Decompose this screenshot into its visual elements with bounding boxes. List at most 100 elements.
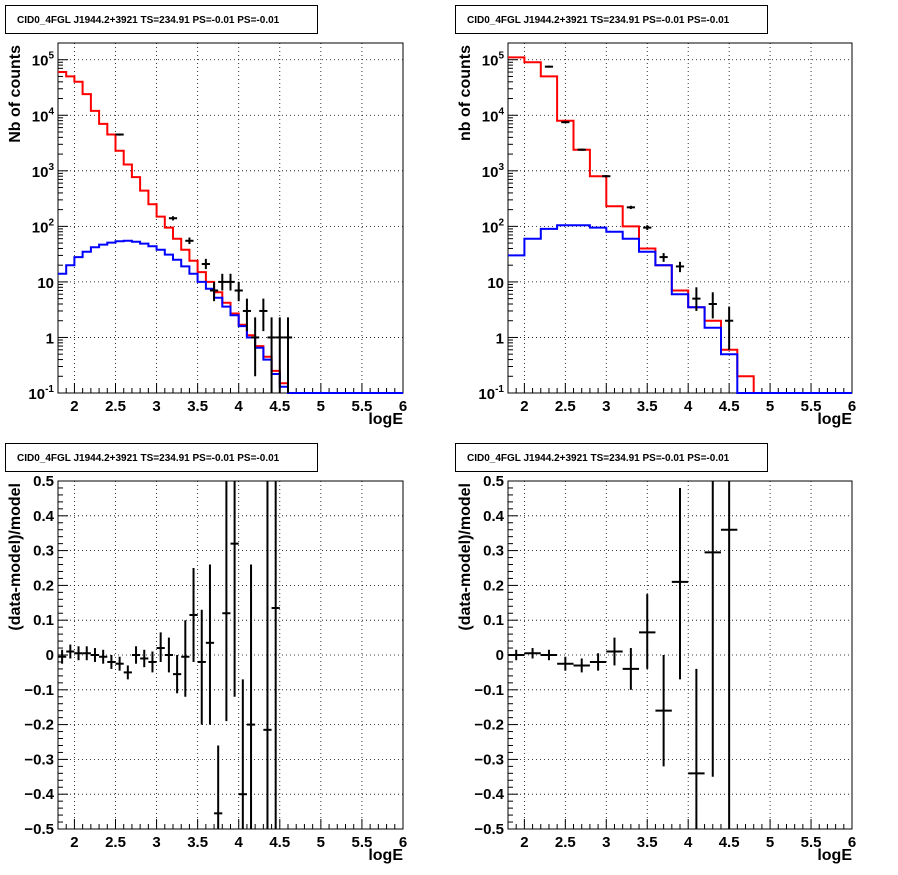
x-tick-label: 2.5 (105, 834, 126, 851)
y-tick-label: 0.3 (483, 543, 504, 560)
data-point (659, 253, 668, 262)
chart-panel-top-left: CID0_4FGL J1944.2+3921 TS=234.91 PS=-0.0… (5, 5, 407, 428)
data-point (107, 655, 116, 669)
plot-frame (57, 42, 404, 394)
data-point (720, 481, 738, 829)
y-tick-label: 1 (496, 330, 504, 347)
data-point (181, 620, 190, 697)
data-point (99, 649, 108, 664)
x-tick-label: 3 (152, 834, 160, 851)
data-point (561, 121, 570, 124)
x-tick-label: 4 (684, 834, 693, 851)
data-point (168, 216, 178, 221)
data-point (655, 655, 672, 767)
x-tick-label: 3.5 (637, 398, 658, 415)
x-tick-label: 4.5 (269, 398, 290, 415)
data-point (123, 665, 132, 680)
data-point (238, 679, 247, 829)
x-tick-label: 2 (70, 398, 78, 415)
x-tick-label: 6 (848, 834, 856, 851)
x-tick-label: 5.5 (801, 398, 822, 415)
x-tick-label: 4.5 (269, 834, 290, 851)
title-box (5, 443, 318, 472)
y-tick-label: −0.5 (474, 821, 504, 838)
y-axis-label: Nb of counts (7, 45, 24, 143)
y-tick-label: 10 (37, 275, 54, 292)
x-tick-label: 4 (235, 834, 244, 851)
data-point (58, 649, 67, 664)
data-point (66, 644, 75, 659)
x-tick-label: 3 (602, 834, 610, 851)
data-point (704, 481, 721, 777)
data-point (209, 281, 219, 302)
data-point (267, 317, 276, 393)
data-point (131, 646, 141, 664)
y-tick-label: 104 (482, 106, 505, 125)
y-tick-label: 103 (482, 162, 505, 181)
chart-panel-top-right: CID0_4FGL J1944.2+3921 TS=234.91 PS=-0.0… (455, 5, 856, 428)
data-point (675, 261, 685, 273)
data-point (246, 564, 256, 829)
y-tick-label: 0.4 (483, 508, 505, 525)
data-point (671, 487, 689, 680)
data-point (115, 133, 124, 136)
data-point (205, 564, 215, 725)
y-tick-label: 10-1 (478, 384, 504, 403)
data-point (242, 298, 252, 332)
y-axis-label: (data-model)/model (457, 483, 474, 631)
data-point (606, 637, 623, 666)
x-tick-label: 5 (766, 398, 774, 415)
y-tick-label: −0.2 (24, 717, 54, 734)
y-tick-label: 105 (482, 51, 505, 70)
data-point (692, 287, 701, 311)
y-tick-label: 105 (32, 51, 55, 70)
y-tick-label: −0.4 (24, 786, 54, 803)
x-tick-label: 2 (520, 834, 528, 851)
data-point (271, 481, 280, 829)
data-point (508, 649, 525, 661)
x-tick-label: 4.5 (719, 834, 740, 851)
x-tick-label: 2.5 (555, 398, 576, 415)
data-point (283, 317, 293, 393)
series-line-1 (508, 224, 852, 394)
x-tick-label: 2.5 (555, 834, 576, 851)
y-tick-label: 102 (32, 217, 55, 236)
data-point (544, 65, 554, 68)
data-point (74, 646, 83, 661)
x-tick-label: 4 (235, 398, 244, 415)
data-point (140, 649, 149, 668)
x-tick-label: 6 (399, 398, 407, 415)
data-point (201, 258, 210, 270)
y-tick-label: −0.3 (24, 751, 54, 768)
x-tick-label: 3.5 (187, 398, 208, 415)
data-point (90, 648, 100, 662)
data-point (688, 668, 705, 829)
x-tick-label: 4 (684, 398, 693, 415)
data-point (197, 609, 206, 725)
data-point (189, 568, 198, 662)
data-point (643, 225, 652, 230)
x-tick-label: 5 (317, 398, 325, 415)
x-tick-label: 4.5 (719, 398, 740, 415)
data-point (226, 273, 235, 291)
data-point (622, 648, 640, 690)
data-point (639, 594, 656, 669)
y-tick-label: 0.4 (33, 508, 55, 525)
x-axis-label: logE (817, 411, 852, 428)
x-axis-label: logE (368, 847, 403, 864)
data-point (115, 656, 124, 671)
data-point (148, 651, 157, 673)
y-tick-label: 0.1 (33, 612, 54, 629)
y-tick-label: 0 (46, 647, 54, 664)
chart-title: CID0_4FGL J1944.2+3921 TS=234.91 PS=-0.0… (17, 15, 280, 26)
x-tick-label: 2 (70, 834, 78, 851)
y-tick-label: 103 (32, 162, 55, 181)
y-tick-label: 10-1 (28, 384, 54, 403)
data-point (173, 655, 182, 694)
data-point (230, 481, 239, 697)
y-axis-label: nb of counts (457, 45, 474, 141)
y-tick-label: 0.5 (483, 473, 504, 490)
y-tick-label: 0.2 (483, 577, 504, 594)
y-tick-label: 0.2 (33, 577, 54, 594)
x-tick-label: 3 (152, 398, 160, 415)
